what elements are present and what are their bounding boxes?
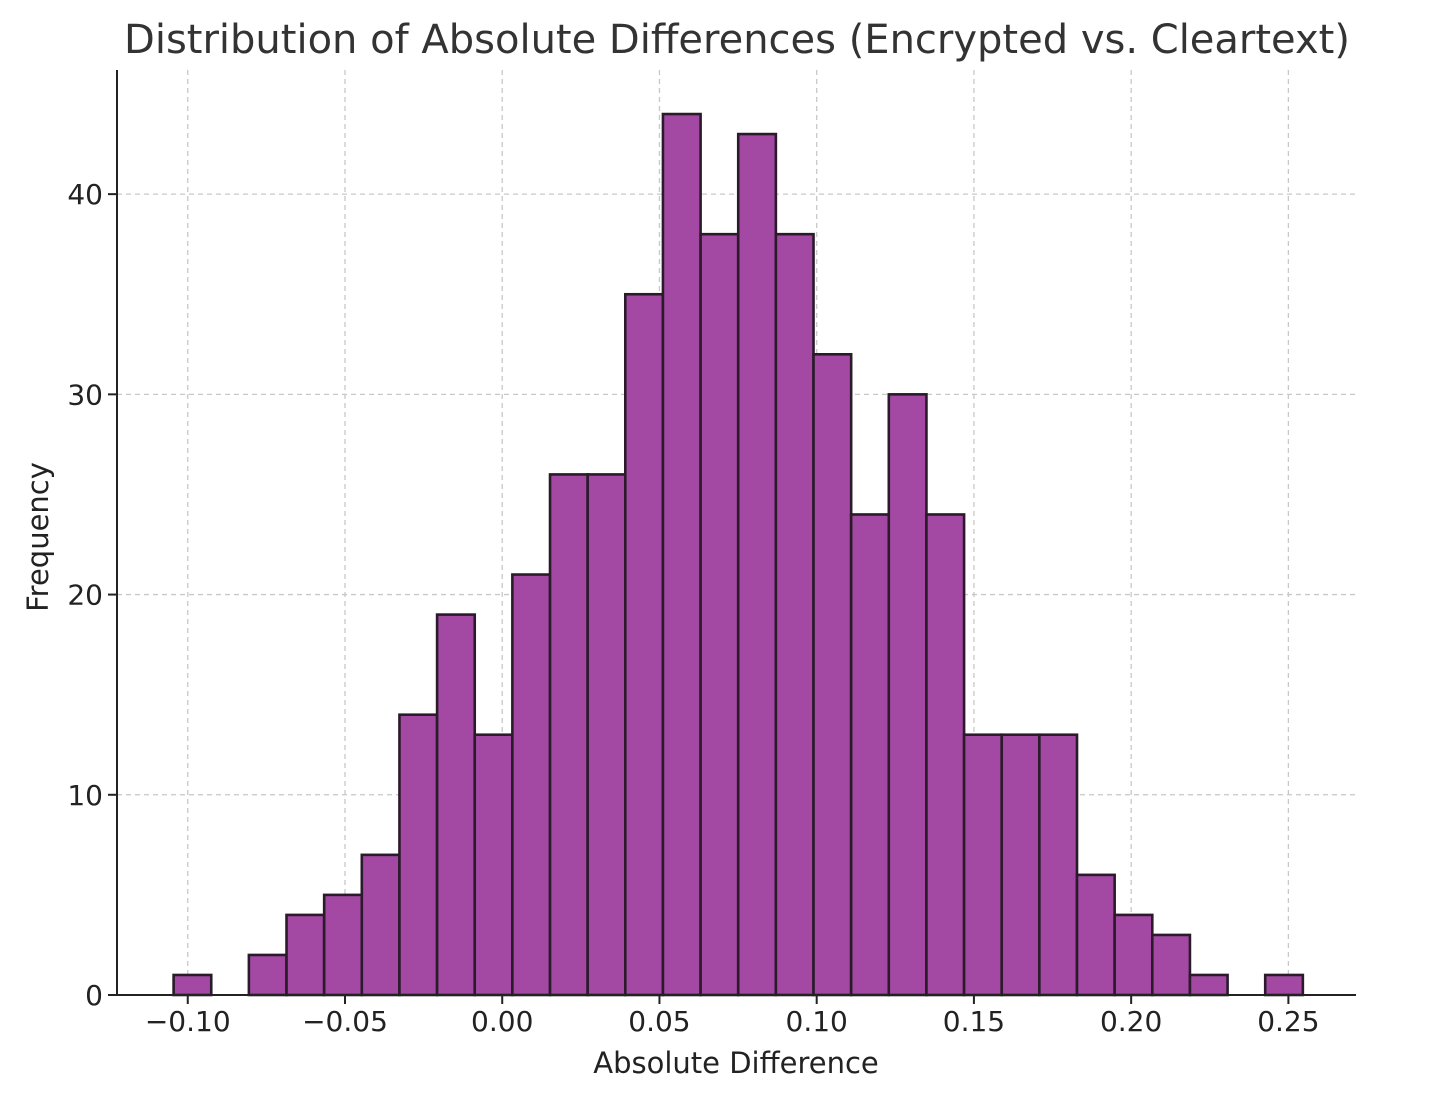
histogram-bar bbox=[962, 733, 1004, 997]
histogram-bar bbox=[548, 473, 589, 997]
x-tick-label: −0.05 bbox=[302, 1005, 388, 1038]
histogram-bar bbox=[1038, 733, 1079, 997]
histogram-bar bbox=[699, 232, 740, 997]
x-tick-label: 0.00 bbox=[471, 1005, 533, 1038]
x-axis-ticks: −0.10 −0.05 0.00 0.05 0.10 0.15 0.20 0.25 bbox=[145, 995, 1320, 1038]
histogram-bar bbox=[360, 853, 401, 997]
y-tick-label: 40 bbox=[67, 178, 103, 211]
histogram-bar bbox=[1113, 913, 1154, 997]
histogram-bars bbox=[172, 112, 1305, 997]
x-tick-label: 0.05 bbox=[628, 1005, 690, 1038]
histogram-bar bbox=[925, 513, 966, 997]
y-axis-ticks: 0 10 20 30 40 bbox=[67, 178, 117, 1012]
y-tick-label: 10 bbox=[67, 779, 103, 812]
x-tick-label: 0.25 bbox=[1257, 1005, 1319, 1038]
histogram-bar bbox=[1150, 933, 1192, 997]
histogram-bar bbox=[285, 913, 326, 997]
histogram-bar bbox=[1263, 973, 1305, 997]
histogram-bar bbox=[1075, 873, 1116, 997]
histogram-bar bbox=[736, 132, 778, 997]
histogram-bar bbox=[247, 953, 288, 997]
chart-title: Distribution of Absolute Differences (En… bbox=[124, 17, 1350, 63]
histogram-bar bbox=[887, 393, 928, 997]
axes bbox=[116, 70, 1356, 996]
histogram-bar bbox=[511, 573, 552, 997]
histogram-bar bbox=[1188, 973, 1229, 997]
histogram-bar bbox=[435, 613, 477, 997]
histogram-bar bbox=[322, 893, 364, 997]
histogram-bar bbox=[661, 112, 702, 997]
histogram-bar bbox=[812, 353, 853, 997]
histogram-bar bbox=[1000, 733, 1041, 997]
x-tick-label: 0.20 bbox=[1100, 1005, 1162, 1038]
histogram-bar bbox=[473, 733, 514, 997]
y-tick-label: 30 bbox=[67, 378, 103, 411]
histogram-bar bbox=[398, 713, 439, 997]
histogram-bar bbox=[586, 473, 627, 997]
y-axis-label: Frequency bbox=[21, 462, 55, 612]
histogram-bar bbox=[624, 292, 665, 997]
histogram-bar bbox=[774, 232, 815, 997]
y-tick-label: 0 bbox=[85, 979, 103, 1012]
x-tick-label: −0.10 bbox=[145, 1005, 231, 1038]
x-tick-label: 0.15 bbox=[943, 1005, 1005, 1038]
x-tick-label: 0.10 bbox=[786, 1005, 848, 1038]
histogram-bar bbox=[849, 513, 891, 997]
y-tick-label: 20 bbox=[67, 579, 103, 612]
histogram-bar bbox=[172, 973, 213, 997]
x-axis-label: Absolute Difference bbox=[593, 1046, 878, 1080]
